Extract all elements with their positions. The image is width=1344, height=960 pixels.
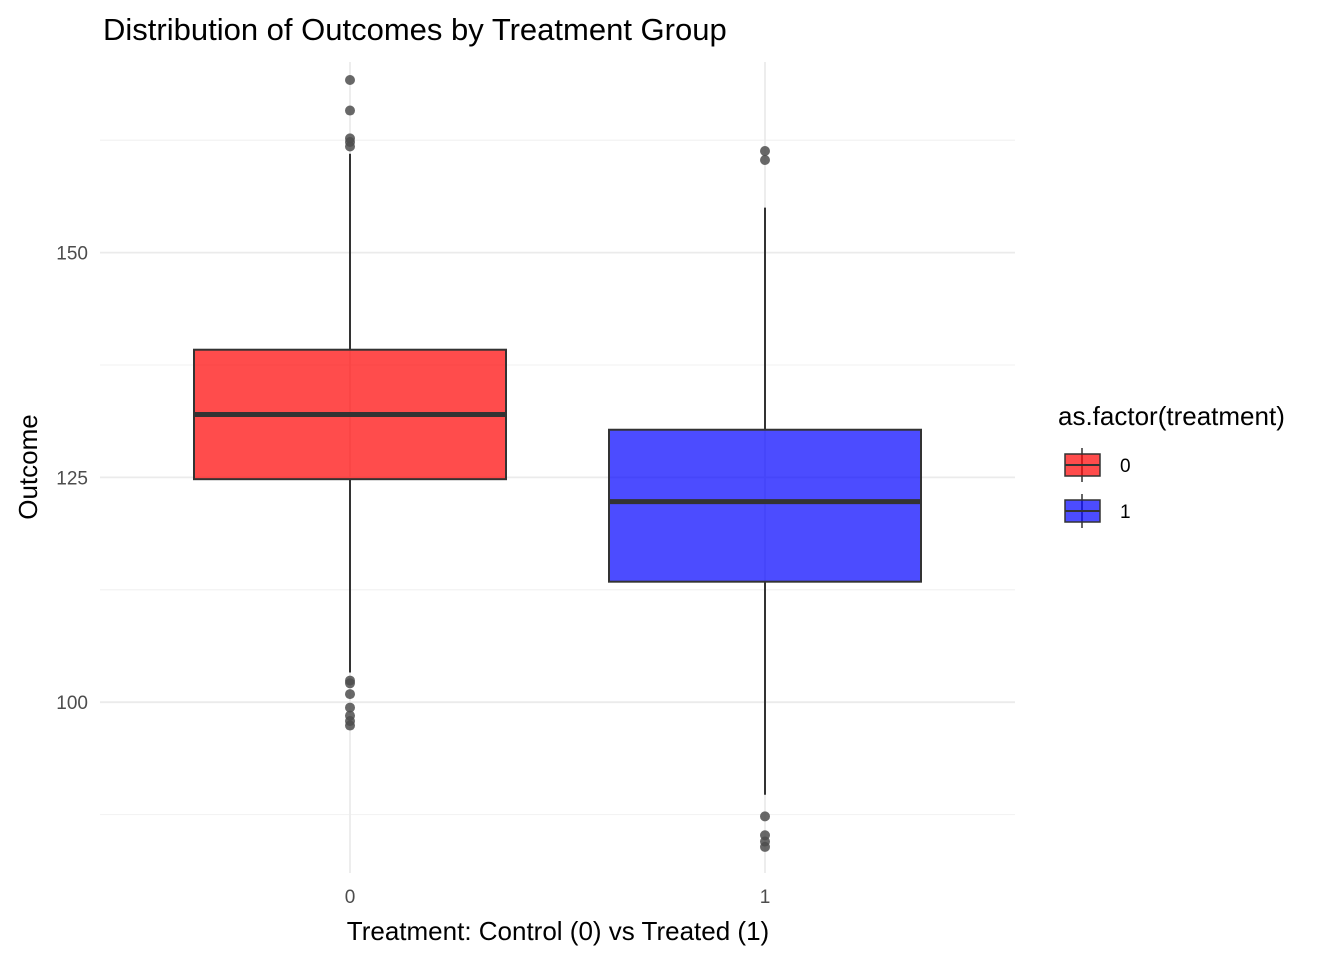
legend-entry: 0 xyxy=(1064,448,1131,482)
outlier-point xyxy=(760,155,770,166)
x-tick-label: 1 xyxy=(760,887,771,908)
outlier-point xyxy=(760,841,770,852)
outlier-point xyxy=(760,811,770,822)
outlier-point xyxy=(345,720,355,731)
y-tick-label: 125 xyxy=(56,468,88,489)
outlier-point xyxy=(345,141,355,152)
y-tick-label: 100 xyxy=(56,693,88,714)
outlier-point xyxy=(345,105,355,116)
legend-label: 0 xyxy=(1120,456,1131,477)
whisker-layer xyxy=(349,153,766,795)
legend-entries: 01 xyxy=(1064,448,1131,528)
x-tick-label: 0 xyxy=(345,887,356,908)
outlier-point xyxy=(345,689,355,700)
outlier-point xyxy=(345,678,355,689)
legend-label: 1 xyxy=(1120,502,1131,523)
legend-entry: 1 xyxy=(1064,494,1131,528)
outlier-point xyxy=(760,146,770,157)
legend: as.factor(treatment) 01 xyxy=(1058,401,1285,528)
chart-title: Distribution of Outcomes by Treatment Gr… xyxy=(103,12,727,47)
y-tick-labels: 100 125 150 xyxy=(56,244,88,715)
outlier-point xyxy=(345,74,355,85)
outlier-point xyxy=(345,702,355,713)
legend-title: as.factor(treatment) xyxy=(1058,401,1285,431)
y-axis-title: Outcome xyxy=(13,414,43,520)
box xyxy=(608,428,922,583)
y-tick-label: 150 xyxy=(56,244,88,265)
outlier-layer xyxy=(345,74,770,852)
box-layer xyxy=(193,348,922,583)
x-axis-title: Treatment: Control (0) vs Treated (1) xyxy=(347,916,769,946)
